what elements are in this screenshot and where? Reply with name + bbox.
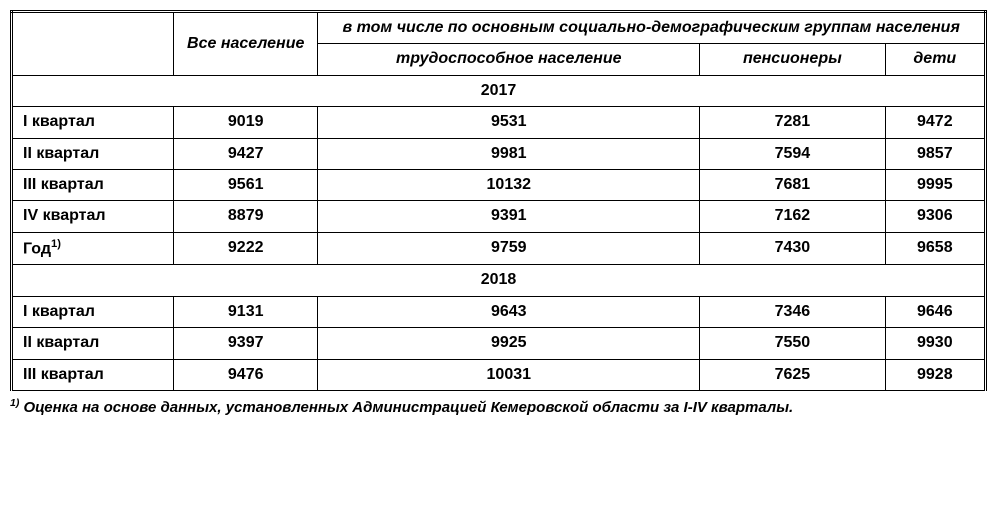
cell-pensioners: 7281 — [700, 107, 885, 138]
cell-pensioners: 7594 — [700, 138, 885, 169]
cell-working: 9391 — [318, 201, 700, 232]
footnote-sup: 1) — [10, 397, 19, 409]
year-header: 2018 — [12, 265, 986, 296]
cell-working: 9531 — [318, 107, 700, 138]
cell-children: 9930 — [885, 328, 985, 359]
cell-pensioners: 7550 — [700, 328, 885, 359]
cell-children: 9928 — [885, 359, 985, 390]
cell-all: 9019 — [174, 107, 318, 138]
cell-children: 9857 — [885, 138, 985, 169]
row-label: I квартал — [12, 107, 174, 138]
cell-all: 9131 — [174, 296, 318, 327]
header-group: в том числе по основным социально-демогр… — [318, 12, 986, 44]
table-row: II квартал9427998175949857 — [12, 138, 986, 169]
cell-all: 9397 — [174, 328, 318, 359]
cell-pensioners: 7681 — [700, 169, 885, 200]
row-label: II квартал — [12, 328, 174, 359]
table-row: III квартал94761003176259928 — [12, 359, 986, 390]
cell-pensioners: 7346 — [700, 296, 885, 327]
table-row: II квартал9397992575509930 — [12, 328, 986, 359]
cell-working: 10031 — [318, 359, 700, 390]
cell-all: 9222 — [174, 232, 318, 265]
row-label: III квартал — [12, 169, 174, 200]
header-working: трудоспособное население — [318, 44, 700, 75]
cell-working: 9643 — [318, 296, 700, 327]
header-children: дети — [885, 44, 985, 75]
cell-all: 9561 — [174, 169, 318, 200]
cell-pensioners: 7430 — [700, 232, 885, 265]
header-blank — [12, 12, 174, 76]
cell-children: 9472 — [885, 107, 985, 138]
cell-all: 8879 — [174, 201, 318, 232]
header-pensioners: пенсионеры — [700, 44, 885, 75]
row-label: III квартал — [12, 359, 174, 390]
header-all-population: Все население — [174, 12, 318, 76]
cell-children: 9995 — [885, 169, 985, 200]
footnote-text: Оценка на основе данных, установленных А… — [19, 399, 793, 416]
footnote: 1) Оценка на основе данных, установленны… — [10, 397, 987, 416]
cell-children: 9658 — [885, 232, 985, 265]
table-row: I квартал9019953172819472 — [12, 107, 986, 138]
cell-all: 9476 — [174, 359, 318, 390]
cell-children: 9306 — [885, 201, 985, 232]
cell-working: 9925 — [318, 328, 700, 359]
cell-working: 10132 — [318, 169, 700, 200]
table-row: Год1)9222975974309658 — [12, 232, 986, 265]
table-row: III квартал95611013276819995 — [12, 169, 986, 200]
table-row: IV квартал8879939171629306 — [12, 201, 986, 232]
data-table: Все население в том числе по основным со… — [10, 10, 987, 391]
cell-pensioners: 7162 — [700, 201, 885, 232]
row-label: II квартал — [12, 138, 174, 169]
cell-all: 9427 — [174, 138, 318, 169]
row-label: IV квартал — [12, 201, 174, 232]
row-label: I квартал — [12, 296, 174, 327]
cell-working: 9981 — [318, 138, 700, 169]
cell-working: 9759 — [318, 232, 700, 265]
cell-pensioners: 7625 — [700, 359, 885, 390]
table-body: 2017I квартал9019953172819472II квартал9… — [12, 75, 986, 390]
cell-children: 9646 — [885, 296, 985, 327]
row-label: Год1) — [12, 232, 174, 265]
year-header: 2017 — [12, 75, 986, 106]
table-row: I квартал9131964373469646 — [12, 296, 986, 327]
